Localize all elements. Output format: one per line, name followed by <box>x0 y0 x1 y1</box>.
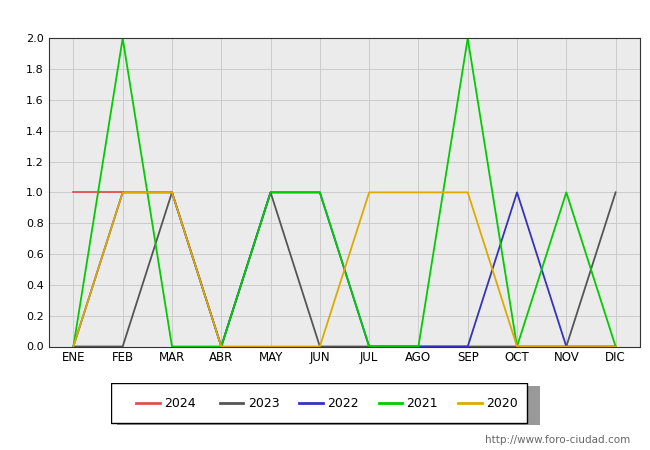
Line: 2021: 2021 <box>73 38 616 346</box>
2024 <box>119 190 127 195</box>
Line: 2023: 2023 <box>73 193 616 346</box>
2022 <box>70 344 77 349</box>
Line: 2020: 2020 <box>73 193 616 346</box>
2021 <box>266 190 274 195</box>
2022 <box>513 190 521 195</box>
FancyBboxPatch shape <box>111 383 526 423</box>
Text: 2024: 2024 <box>164 396 196 410</box>
2020 <box>266 344 274 349</box>
2022 <box>612 344 619 349</box>
2021 <box>562 190 570 195</box>
2021 <box>513 344 521 349</box>
2022 <box>119 190 127 195</box>
Text: 2022: 2022 <box>327 396 359 410</box>
2021 <box>415 344 422 349</box>
2023 <box>119 344 127 349</box>
2023 <box>464 344 472 349</box>
2024 <box>70 190 77 195</box>
2022 <box>415 344 422 349</box>
2020 <box>365 190 373 195</box>
2021 <box>365 344 373 349</box>
2022 <box>464 344 472 349</box>
2023 <box>415 344 422 349</box>
2022 <box>562 344 570 349</box>
2022 <box>365 344 373 349</box>
2020 <box>168 190 176 195</box>
Line: 2022: 2022 <box>73 193 616 346</box>
2022 <box>316 190 324 195</box>
Text: 2020: 2020 <box>486 396 517 410</box>
2023 <box>266 190 274 195</box>
2021 <box>70 344 77 349</box>
2020 <box>217 344 225 349</box>
Text: 2023: 2023 <box>248 396 280 410</box>
2022 <box>168 190 176 195</box>
2021 <box>217 344 225 349</box>
Text: 2021: 2021 <box>406 396 438 410</box>
2023 <box>168 190 176 195</box>
2022 <box>266 190 274 195</box>
2020 <box>316 344 324 349</box>
2020 <box>119 190 127 195</box>
2021 <box>168 344 176 349</box>
Text: Matriculaciones de Vehiculos en Aguilar del Río Alhama: Matriculaciones de Vehiculos en Aguilar … <box>112 9 538 25</box>
2022 <box>217 344 225 349</box>
2023 <box>513 344 521 349</box>
2023 <box>70 344 77 349</box>
2021 <box>612 344 619 349</box>
2020 <box>612 344 619 349</box>
2021 <box>464 36 472 41</box>
2020 <box>70 344 77 349</box>
2020 <box>415 190 422 195</box>
2021 <box>316 190 324 195</box>
2020 <box>562 344 570 349</box>
2023 <box>562 344 570 349</box>
Text: http://www.foro-ciudad.com: http://www.foro-ciudad.com <box>486 435 630 445</box>
2023 <box>217 344 225 349</box>
FancyBboxPatch shape <box>117 386 540 429</box>
2020 <box>464 190 472 195</box>
2023 <box>612 190 619 195</box>
2023 <box>316 344 324 349</box>
2023 <box>365 344 373 349</box>
2021 <box>119 36 127 41</box>
2020 <box>513 344 521 349</box>
